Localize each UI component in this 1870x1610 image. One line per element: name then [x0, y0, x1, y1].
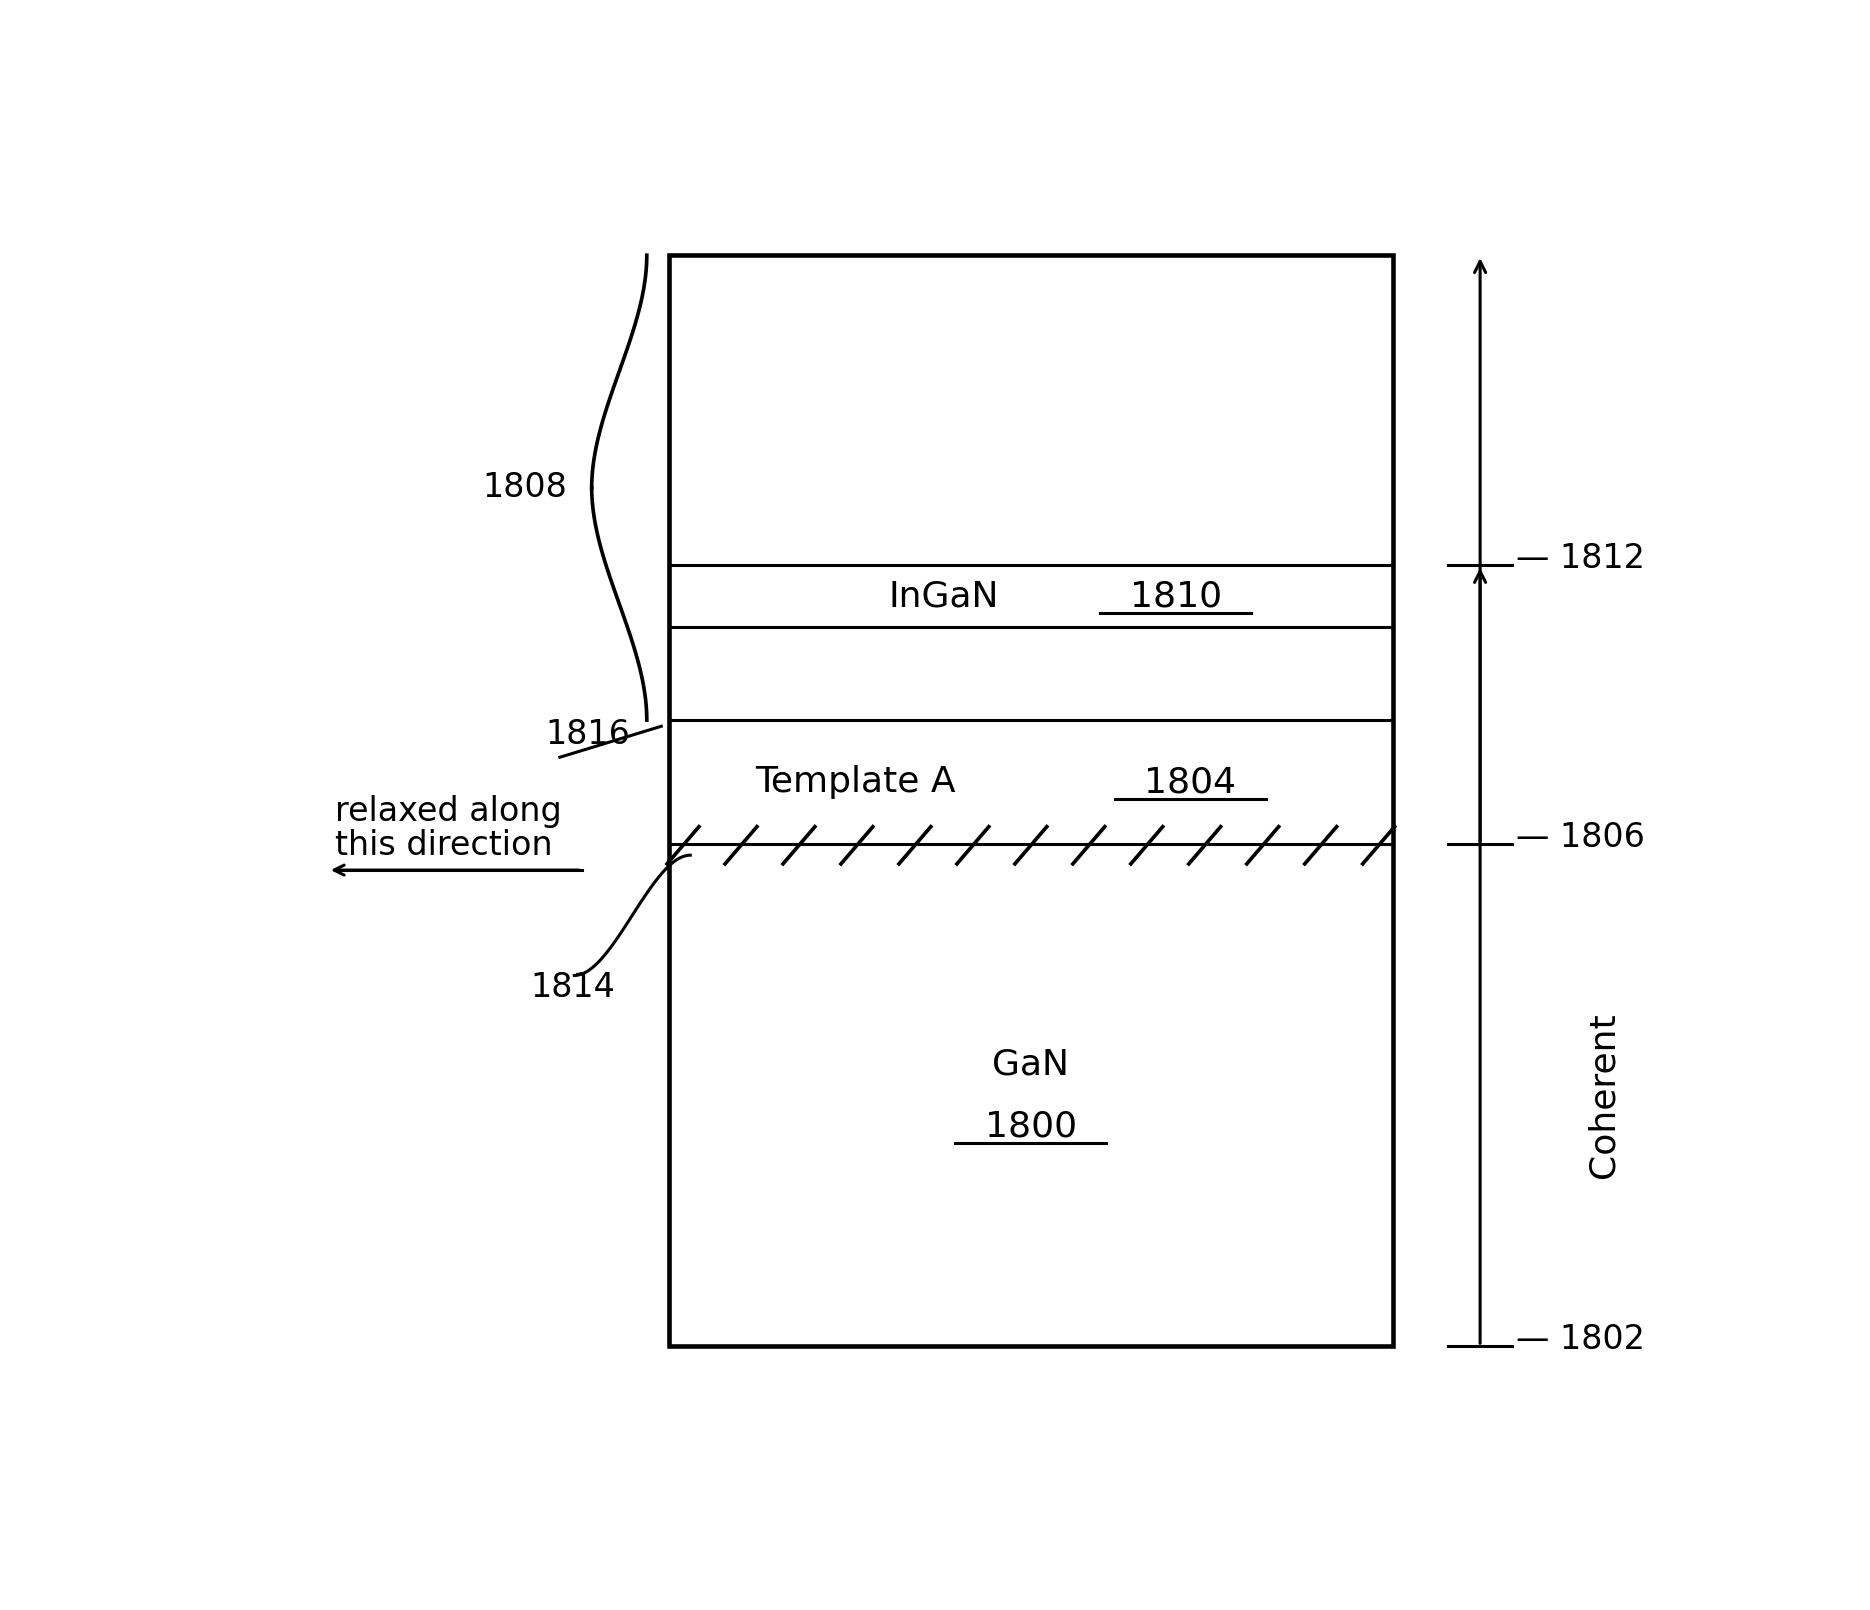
Text: 1800: 1800: [985, 1109, 1077, 1143]
Text: 1814: 1814: [531, 971, 615, 1005]
Text: 1808: 1808: [482, 472, 567, 504]
Text: 1816: 1816: [546, 718, 630, 750]
Text: Coherent: Coherent: [1586, 1013, 1619, 1179]
Text: — 1806: — 1806: [1517, 821, 1646, 855]
Bar: [669, 256, 1393, 1346]
Text: relaxed along: relaxed along: [335, 795, 563, 828]
Text: 1810: 1810: [1129, 580, 1221, 613]
Text: 1804: 1804: [1144, 765, 1236, 799]
Text: — 1802: — 1802: [1517, 1323, 1646, 1356]
Text: Template A: Template A: [755, 765, 956, 799]
Text: InGaN: InGaN: [888, 580, 999, 613]
Text: — 1812: — 1812: [1517, 543, 1646, 575]
Text: this direction: this direction: [335, 829, 554, 861]
Text: GaN: GaN: [993, 1046, 1070, 1080]
